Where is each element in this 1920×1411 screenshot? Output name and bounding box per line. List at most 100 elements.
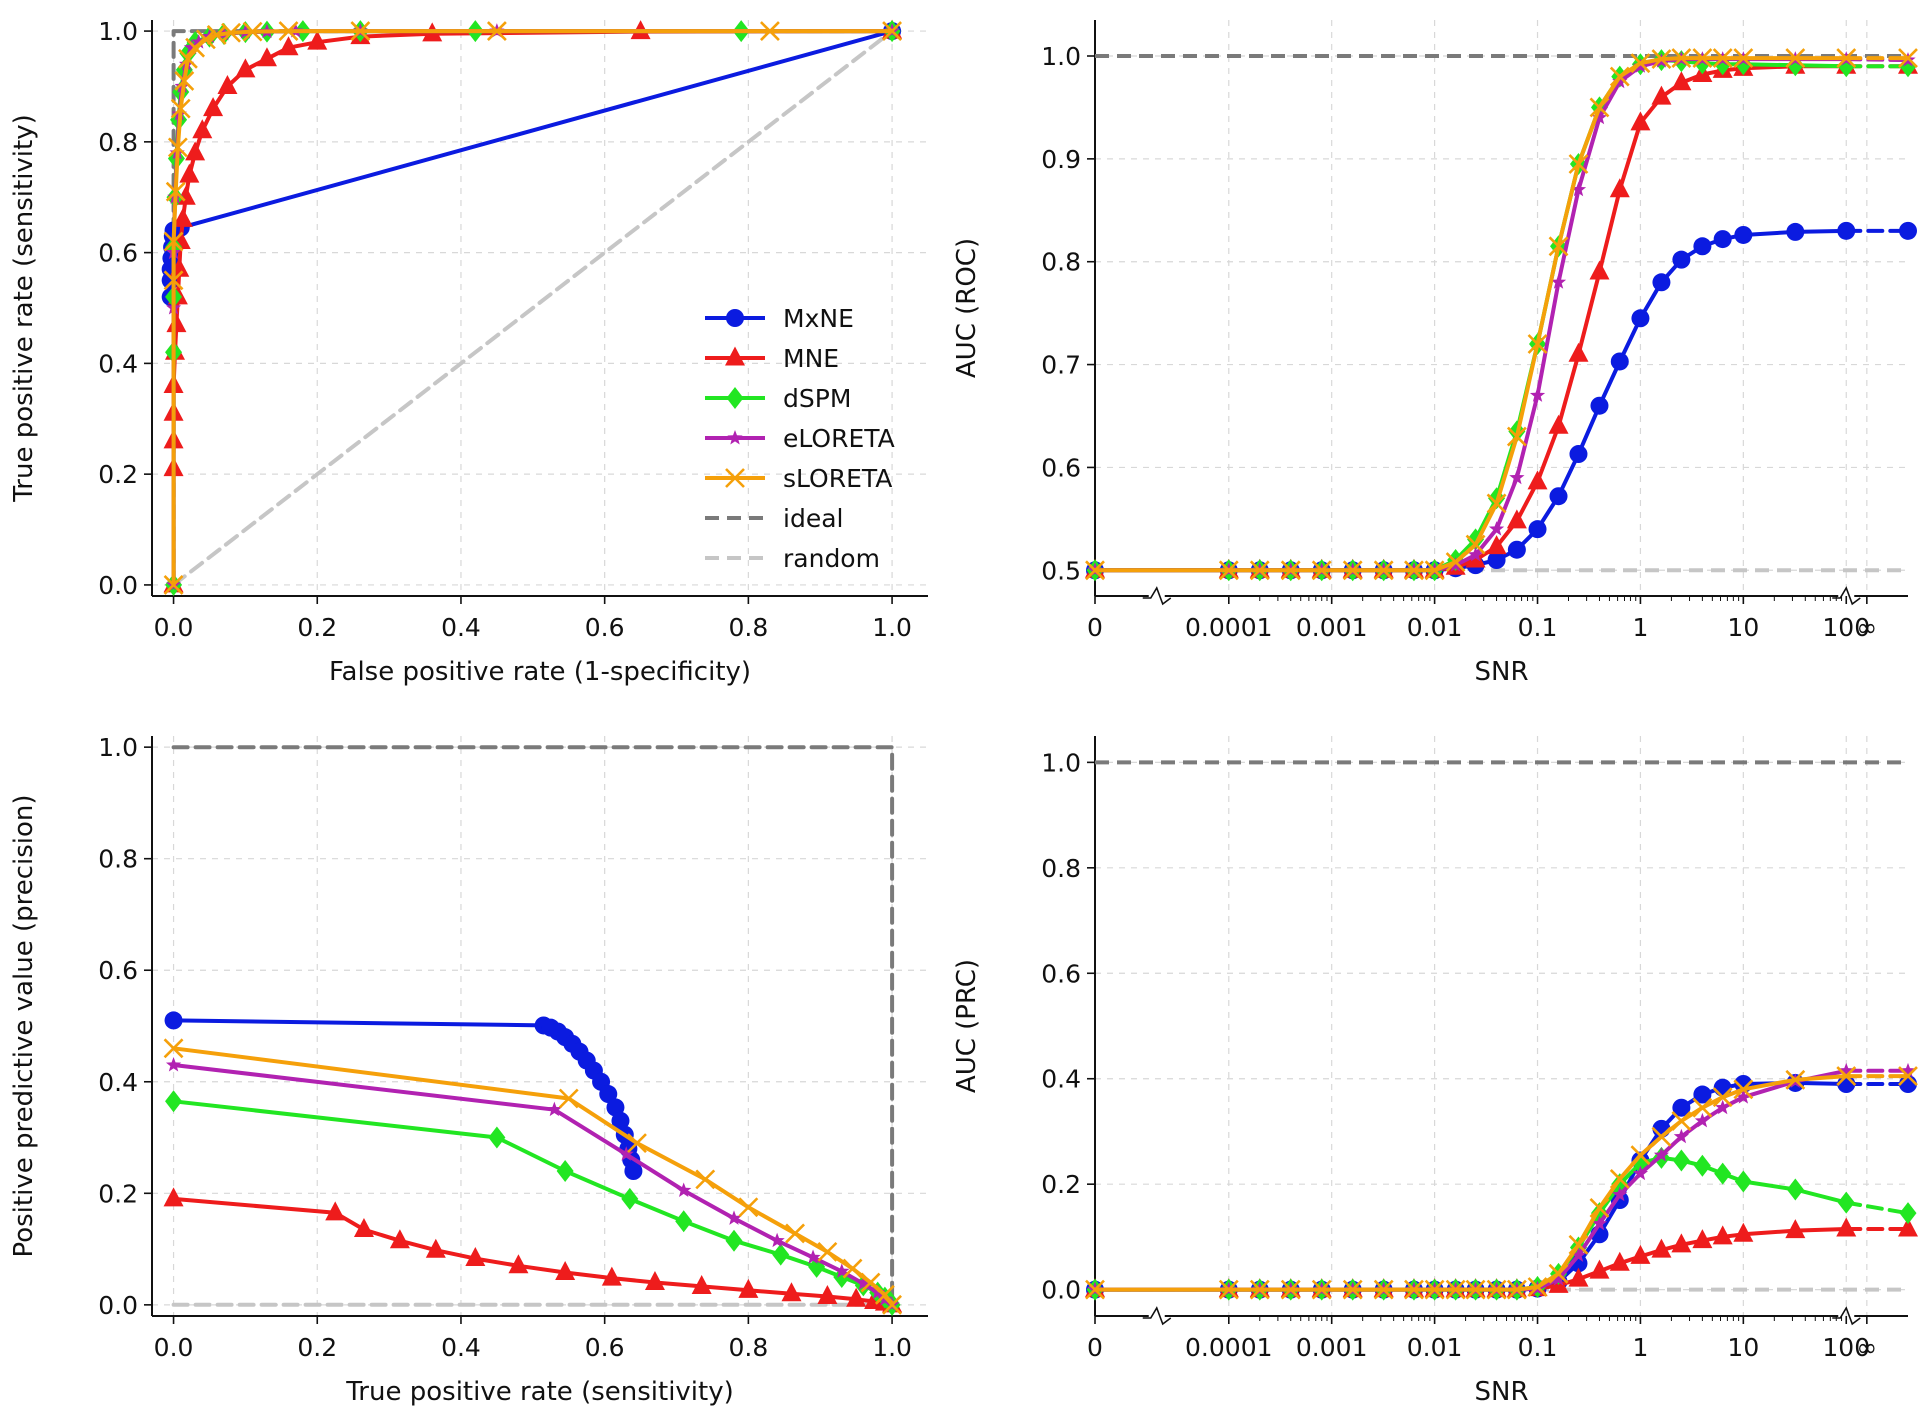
y-tick-label: 0.2 (98, 1179, 138, 1208)
x-tick-label: 0.6 (585, 1333, 625, 1362)
x-tick-label: 0.8 (728, 613, 768, 642)
x-tick-label: ∞ (1856, 613, 1877, 642)
y-axis-label: True positive rate (sensitivity) (9, 114, 39, 503)
x-axis-label: SNR (1474, 657, 1528, 687)
eLORETA-point (1550, 1271, 1567, 1286)
y-tick-label: 1.0 (98, 733, 138, 762)
MxNE-point (1507, 540, 1526, 559)
MxNE-point (624, 1162, 643, 1180)
eLORETA-point (1550, 274, 1567, 289)
MNE-point (781, 1282, 802, 1302)
legend-label-eLORETA: eLORETA (783, 424, 895, 453)
sLORETA-point (1836, 1066, 1857, 1087)
eLORETA-point (618, 1146, 634, 1161)
sLORETA-point (1651, 49, 1672, 70)
MNE-point (1609, 1251, 1630, 1271)
legend-marker-MxNE (726, 309, 744, 327)
y-tick-label: 0.6 (98, 956, 138, 985)
y-tick-label: 0.4 (98, 349, 138, 378)
dSPM-point (1786, 1178, 1804, 1201)
MNE-series (163, 1187, 903, 1313)
MNE-point (1692, 1229, 1713, 1249)
MNE-point (163, 1187, 184, 1207)
sLORETA-point (1630, 1145, 1651, 1166)
sLORETA-point (178, 48, 198, 69)
sLORETA-point (1218, 1279, 1239, 1300)
legend-label-MNE: MNE (783, 344, 839, 373)
MNE-point (1836, 1217, 1857, 1237)
random-reference-line (171, 29, 895, 587)
MNE-point (1589, 1259, 1610, 1279)
sLORETA-point (195, 29, 216, 50)
MNE-point (1609, 178, 1630, 198)
eLORETA-point (676, 1182, 692, 1197)
MNE-point (1651, 85, 1672, 105)
legend-item-MxNE: MxNE (705, 304, 854, 333)
MxNE-point (1693, 1085, 1712, 1104)
x-tick-label: 0.0 (154, 613, 194, 642)
MNE-point (555, 1261, 576, 1280)
sLORETA-point (1373, 560, 1394, 581)
sLORETA-point (1733, 1079, 1754, 1100)
MNE-point (1630, 1244, 1651, 1264)
x-tick-label: 10 (1727, 1333, 1759, 1362)
sLORETA-point (1373, 1279, 1394, 1300)
x-tick-label: 0.8 (728, 1333, 768, 1362)
eLORETA-point (870, 1284, 886, 1300)
legend-marker-sLORETA (725, 468, 745, 488)
eLORETA-point (1591, 109, 1608, 125)
MxNE-point (1590, 396, 1609, 415)
MNE-point (389, 1229, 410, 1249)
sLORETA-point (221, 22, 241, 43)
MNE-point (1568, 342, 1589, 362)
sLORETA-point (278, 21, 299, 41)
legend-label-sLORETA: sLORETA (783, 464, 892, 493)
MNE-point (1898, 1217, 1918, 1237)
dSPM-point (1734, 1170, 1752, 1193)
x-tick-label: 0.01 (1407, 613, 1463, 642)
auc-roc-panel: 0 0.0001 0.001 0.01 0.1 1 10 100∞ 0.5 0.6 0.7 0.8 0.… (952, 20, 1918, 687)
eLORETA-point (1591, 1215, 1608, 1231)
MNE-point (325, 1201, 346, 1221)
MxNE-point (1734, 225, 1753, 244)
MNE-point (1506, 509, 1527, 529)
sLORETA-point (1548, 236, 1569, 257)
eLORETA-point (183, 39, 200, 55)
sLORETA-point (1568, 154, 1589, 174)
MxNE-point (1786, 222, 1805, 241)
sLORETA-point (163, 270, 184, 291)
sLORETA-point (1609, 1168, 1630, 1189)
eLORETA-point (1715, 1099, 1731, 1115)
sLORETA-point (1671, 1110, 1692, 1131)
MNE-point (179, 163, 200, 183)
sLORETA-point (1733, 48, 1754, 68)
MxNE-point (1899, 221, 1917, 240)
sLORETA-point (1424, 1279, 1445, 1300)
sLORETA-point (1445, 1279, 1466, 1300)
x-tick-label: 10 (1727, 613, 1759, 642)
auc-prc-panel: 0 0.0001 0.001 0.01 0.1 1 10 100∞ 0.0 0.2 0.4 0.6 0.… (952, 736, 1918, 1407)
eLORETA-point (1673, 1128, 1689, 1144)
y-tick-label: 0.8 (98, 845, 138, 874)
MNE-point (256, 47, 277, 67)
eLORETA-point (1735, 1089, 1751, 1104)
MNE-point (425, 1238, 446, 1258)
x-tick-label: 0.2 (297, 613, 337, 642)
eLORETA-point (769, 1232, 785, 1248)
axis-break-mark (1832, 586, 1861, 606)
legend-label-MxNE: MxNE (783, 304, 854, 333)
y-tick-label: 1.0 (98, 17, 138, 46)
ideal-reference-line (171, 745, 895, 1307)
MNE-point (738, 1278, 759, 1298)
dSPM-point (675, 1210, 693, 1233)
x-tick-label: 0.1 (1518, 613, 1558, 642)
axis-break-mark (1142, 586, 1172, 606)
y-tick-label: 0.4 (1041, 1065, 1081, 1094)
MNE-point (846, 1287, 867, 1307)
eLORETA-point (1529, 387, 1546, 402)
y-tick-label: 0.8 (1041, 248, 1081, 277)
MNE-point (1548, 414, 1569, 434)
sLORETA-point (1589, 97, 1610, 118)
eLORETA-point (834, 1263, 850, 1278)
sLORETA-line (1093, 56, 1849, 573)
